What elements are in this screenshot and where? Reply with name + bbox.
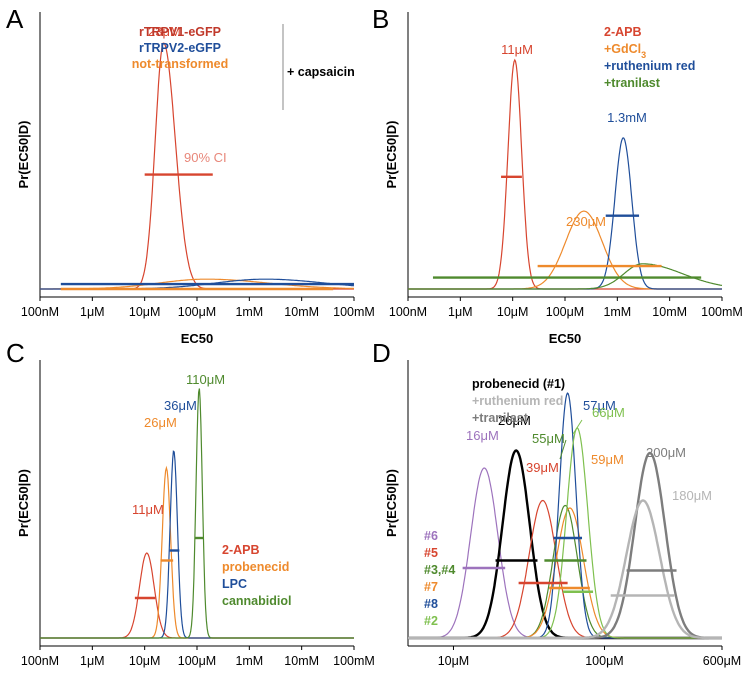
series-index-label-d: #3,#4 [424,563,455,577]
x-tick-label-c: 100mM [333,654,375,668]
leader-line-d [559,439,567,460]
x-tick-label-a: 10mM [284,305,319,319]
legend-entry-b: +GdCl3 [604,42,646,60]
x-tick-label-b: 100nM [389,305,427,319]
x-tick-label-a: 1mM [235,305,263,319]
legend-entry-a: rTRPV2-eGFP [139,41,221,55]
legend-entry-b: +ruthenium red [604,59,695,73]
series-index-label-d: #8 [424,597,438,611]
peak-value-label-b: 1.3mM [607,110,647,125]
x-tick-label-b: 10mM [652,305,687,319]
x-tick-label-a: 10μM [129,305,161,319]
bracket-label-a: + capsaicin [287,65,355,79]
series-index-label-d: #7 [424,580,438,594]
series-curve-b [408,263,723,290]
ci-label-a: 90% CI [184,150,227,165]
legend-entry-b: +tranilast [604,76,661,90]
x-tick-label-c: 1μM [80,654,105,668]
legend-entry-c: LPC [222,577,247,591]
panel-letter-c: C [6,338,25,368]
peak-value-label-d: 180μM [672,488,712,503]
peak-value-label-d: 39μM [526,460,559,475]
x-tick-label-a: 100nM [21,305,59,319]
legend-entry-d: probenecid (#1) [472,377,565,391]
peak-value-label-c: 110μM [186,372,225,387]
y-axis-label-c: Pr(EC50|D) [16,469,31,537]
x-axis-label-a: EC50 [181,331,214,346]
legend-entry-d: +ruthenium red [472,394,563,408]
legend-entry-c: cannabidiol [222,594,291,608]
panel-letter-d: D [372,338,391,368]
x-tick-label-a: 100μM [178,305,216,319]
peak-value-label-d: 57μM [583,398,616,413]
peak-value-label-c: 36μM [164,398,197,413]
x-tick-label-d: 100μM [585,654,623,668]
x-tick-label-c: 10mM [284,654,319,668]
panel-letter-b: B [372,4,389,34]
legend-entry-b: 2-APB [604,25,642,39]
peak-value-label-d: 16μM [466,428,499,443]
x-tick-label-b: 100μM [546,305,584,319]
x-tick-label-c: 10μM [129,654,161,668]
series-index-label-d: #6 [424,529,438,543]
legend-entry-c: 2-APB [222,543,260,557]
peak-value-label-d: 55μM [532,431,565,446]
legend-entry-c: probenecid [222,560,289,574]
leader-line-d [572,419,583,435]
x-tick-label-a: 1μM [80,305,105,319]
legend-subscript-b: 3 [641,50,646,60]
series-index-label-d: #2 [424,614,438,628]
peak-value-label-b: 11μM [501,42,533,57]
y-axis-label-b: Pr(EC50|D) [384,121,399,189]
x-tick-label-c: 100nM [21,654,59,668]
x-tick-label-b: 1μM [448,305,473,319]
x-tick-label-b: 10μM [497,305,529,319]
peak-value-label-d: 59μM [591,452,624,467]
panel-letter-a: A [6,4,24,34]
x-tick-label-d: 600μM [703,654,741,668]
series-curve-c [40,388,354,639]
x-tick-label-d: 10μM [438,654,470,668]
x-axis-label-b: EC50 [549,331,582,346]
peak-value-label-d: 200μM [646,445,686,460]
x-tick-label-b: 1mM [603,305,631,319]
legend-entry-d: +tranilast [472,411,529,425]
y-axis-label-d: Pr(EC50|D) [384,469,399,537]
x-tick-label-c: 1mM [235,654,263,668]
peak-value-label-d: 26μM [498,413,531,428]
peak-value-label-b: 230μM [566,214,606,229]
peak-value-label-c: 26μM [144,415,177,430]
x-tick-label-b: 100mM [701,305,743,319]
legend-entry-a: not-transformed [132,57,229,71]
series-index-label-d: #5 [424,546,438,560]
legend-entry-a: rTRPV1-eGFP [139,25,221,39]
peak-value-label-a: 23μM [148,24,181,39]
x-tick-label-a: 100mM [333,305,375,319]
x-tick-label-c: 100μM [178,654,216,668]
peak-value-label-d: 66μM [592,405,625,420]
series-curve-d [408,499,722,640]
peak-value-label-c: 11μM [132,502,164,517]
y-axis-label-a: Pr(EC50|D) [16,121,31,189]
